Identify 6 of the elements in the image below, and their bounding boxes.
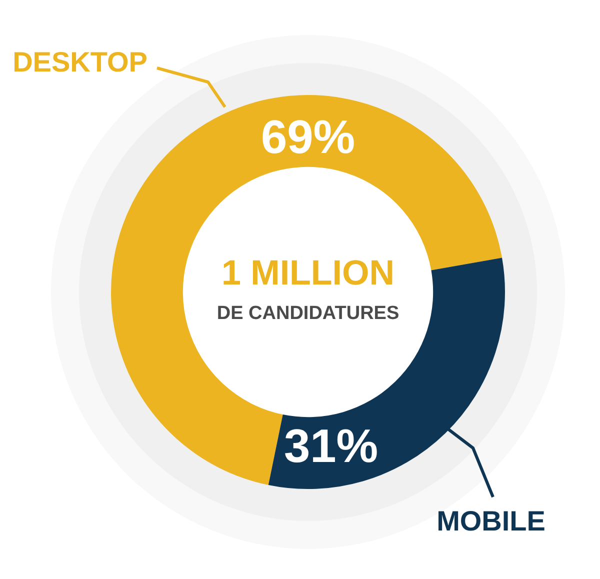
- data-label: 31%: [284, 418, 378, 472]
- slice-label: DESKTOP: [12, 46, 148, 78]
- text: 1 MILLION: [221, 254, 395, 293]
- data-label: 69%: [260, 110, 356, 163]
- text: DE CANDIDATURES: [216, 303, 400, 324]
- slice-label: MOBILE: [436, 506, 546, 537]
